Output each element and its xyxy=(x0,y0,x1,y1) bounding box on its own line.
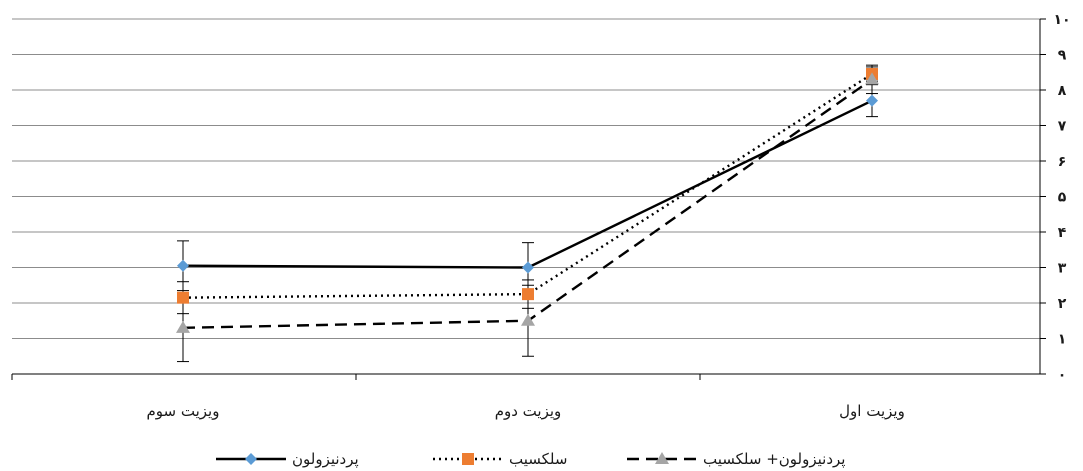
legend-swatch-marker xyxy=(245,453,257,465)
category-labels: ویزیت سوم ویزیت دوم ویزیت اول xyxy=(147,402,905,420)
data-point xyxy=(522,261,534,274)
y-tick-label: ۲ xyxy=(1058,296,1067,312)
y-tick-label: ۸ xyxy=(1058,83,1067,99)
data-point xyxy=(865,72,879,85)
data-point xyxy=(521,313,535,326)
legend-label: پردنیزولون+ سلکسیب xyxy=(703,450,845,469)
y-tick-label: ۱۰ xyxy=(1053,12,1070,28)
data-point xyxy=(177,291,189,304)
x-category-label: ویزیت سوم xyxy=(147,402,220,420)
y-tick-label: ۳ xyxy=(1058,261,1067,277)
legend: پردنیزولون سلکسیب پردنیزولون+ سلکسیب xyxy=(216,450,845,469)
legend-label: پردنیزولون xyxy=(292,450,359,469)
legend-label: سلکسیب xyxy=(509,450,567,468)
data-point xyxy=(176,320,190,333)
y-tick-label: ۰ xyxy=(1058,367,1067,383)
series xyxy=(176,68,879,333)
y-tick-label: ۹ xyxy=(1058,48,1067,64)
y-tick-label: ۵ xyxy=(1058,190,1067,206)
x-category-label: ویزیت دوم xyxy=(495,402,562,420)
data-point xyxy=(866,94,878,107)
axes: ۰ ۱ ۲ ۳ ۴ ۵ ۶ ۷ ۸ ۹ ۱۰ xyxy=(11,12,1071,383)
y-tick-label: ۶ xyxy=(1058,154,1067,170)
series-line xyxy=(182,73,873,299)
legend-swatch-marker xyxy=(462,453,474,465)
y-tick-label: ۷ xyxy=(1058,119,1067,135)
data-point xyxy=(177,259,189,272)
y-tick-label: ۴ xyxy=(1058,225,1067,241)
legend-swatch-marker xyxy=(655,452,669,464)
y-tick-label: ۱ xyxy=(1058,332,1067,348)
data-point xyxy=(522,288,534,301)
x-category-label: ویزیت اول xyxy=(839,402,905,420)
